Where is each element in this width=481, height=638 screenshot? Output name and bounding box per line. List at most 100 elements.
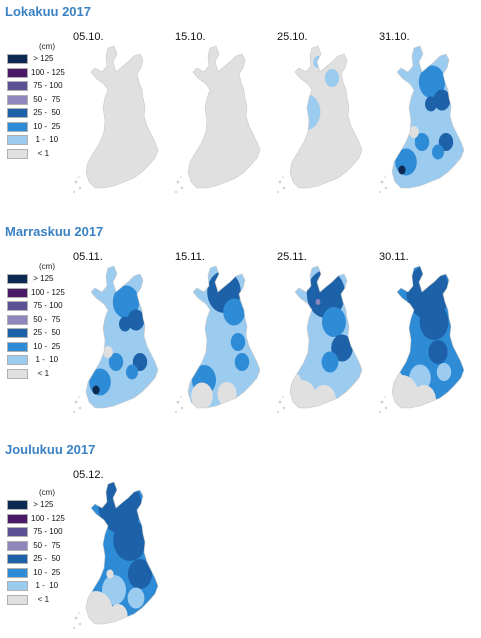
legend-label: 100 - 125 [31,513,65,523]
aland-island [277,411,279,413]
snow-depth-area [223,298,245,326]
map-date: 05.12. [73,469,104,481]
legend-label: 25 - 50 [31,328,61,337]
aland-island [384,176,386,178]
legend-item: 75 - 100 [7,527,71,539]
legend-label: 1 - 10 [31,135,59,144]
legend-swatch [7,67,28,78]
aland-island [176,180,180,184]
finland-border [187,265,261,409]
legend-label: 50 - 75 [31,540,61,550]
legend-label: 10 - 25 [31,121,61,131]
month-title-marraskuu: Marraskuu 2017 [5,224,104,239]
snow-depth-area [128,559,152,589]
snow-depth-area [191,382,213,408]
snow-depth-area [103,346,113,358]
finland-border [187,45,261,189]
snow-depth-area [436,363,452,381]
aland-island [74,400,78,404]
aland-island [78,612,80,614]
legend-label: < 1 [31,148,50,158]
legend-item: 1 - 10 [7,581,71,593]
legend-label: 75 - 100 [31,527,63,536]
snow-depth-area [428,340,448,364]
legend-label: 75 - 100 [31,81,63,90]
snow-depth-area [392,371,404,389]
legend-swatch [7,594,28,605]
legend-swatch [7,540,28,551]
legend-item: 25 - 50 [7,328,71,340]
finland-snow-map-15-10 [175,45,261,193]
snow-depth-area [432,144,444,160]
snow-depth-area [398,165,406,175]
aland-island [78,396,80,398]
legend-swatch [7,301,28,311]
aland-island [74,616,78,620]
snow-depth-area [230,333,246,351]
legend-item: 25 - 50 [7,108,71,120]
legend-marraskuu: (cm) > 125 100 - 125 75 - 100 50 - 75 25 … [7,262,69,382]
snow-depth-area [108,604,128,624]
map-date: 31.10. [379,31,410,43]
finland-land [290,46,362,188]
aland-island [180,406,184,410]
aland-island [180,396,182,398]
finland-snow-map-15-11 [175,265,261,413]
aland-island [277,191,279,193]
map-date: 05.11. [73,251,103,263]
legend-item: 10 - 25 [7,341,71,354]
legend-label: 25 - 50 [31,554,61,563]
snow-depth-area [331,334,353,362]
legend-label: 50 - 75 [31,314,61,324]
snow-depth-areas [395,65,454,176]
legend-item: 10 - 25 [7,121,71,134]
legend-label: > 125 [31,274,54,283]
legend-label: < 1 [31,594,50,604]
aland-island [78,176,80,178]
aland-island [379,191,381,193]
finland-border [289,45,363,189]
legend-label: > 125 [31,500,54,509]
aland-island [384,406,388,410]
legend-swatch [7,368,28,379]
legend-item: > 125 [7,54,71,66]
legend-item: 100 - 125 [7,513,71,526]
legend-item: 50 - 75 [7,540,71,553]
month-title-joulukuu: Joulukuu 2017 [5,442,96,457]
aland-island [380,400,384,404]
snow-depth-area [108,353,124,371]
legend-item: 1 - 10 [7,355,71,367]
legend-label: 10 - 25 [31,567,61,577]
legend-item: 50 - 75 [7,314,71,327]
aland-island [380,180,384,184]
legend-swatch [7,513,28,524]
snow-depth-area [412,385,436,408]
snow-depth-area [433,89,451,111]
legend-item: 10 - 25 [7,567,71,580]
snow-depth-area [217,382,237,406]
snow-depth-area [425,96,437,112]
legend-swatch [7,355,28,365]
aland-island [282,176,284,178]
legend-joulukuu: (cm) > 125 100 - 125 75 - 100 50 - 75 25 … [7,488,69,608]
finland-snow-map-30-11 [379,265,465,413]
legend-swatch [7,54,28,64]
snow-depth-area [89,368,111,396]
snow-depth-area [409,126,419,138]
finland-snow-map-31-10 [379,45,465,193]
snow-depth-area [106,569,114,579]
legend-label: 50 - 75 [31,94,61,104]
aland-island [74,180,78,184]
legend-label: 1 - 10 [31,355,59,364]
finland-border [85,45,159,189]
finland-border [85,481,159,625]
aland-island [175,191,177,193]
legend-item: < 1 [7,148,71,161]
legend-swatch [7,287,28,298]
snow-depth-area [306,270,346,318]
legend-item: 50 - 75 [7,94,71,107]
aland-island [379,411,381,413]
legend-label: 75 - 100 [31,301,63,310]
legend-swatch [7,148,28,159]
aland-island [278,180,282,184]
